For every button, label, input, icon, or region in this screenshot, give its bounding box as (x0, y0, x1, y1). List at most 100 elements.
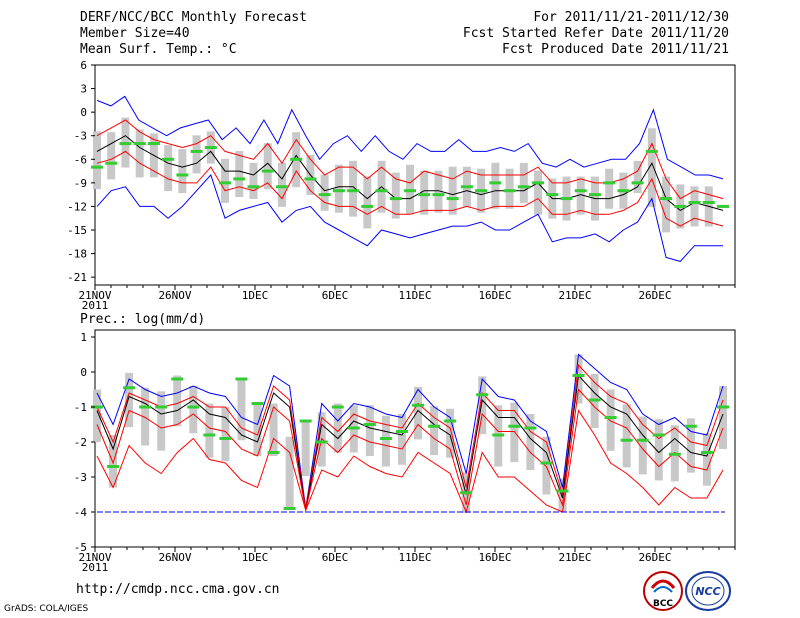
temp-series-max (96, 95, 724, 180)
prec-series-mean (96, 374, 724, 511)
prec-xtick-label: 16DEC (478, 551, 511, 564)
temp-spread-box (420, 170, 429, 215)
temp-spread-box (690, 186, 699, 227)
prec-spread-box (719, 386, 727, 449)
chart-title: DERF/NCC/BCC Monthly Forecast (80, 10, 307, 25)
prec-ytick-label: -4 (74, 506, 88, 519)
temp-spread-box (505, 168, 514, 209)
prec-ytick-label: 0 (80, 366, 87, 379)
temp-panel: 6 3 0 -3 -6 -9 -12 -15 -18 -21 21NOV 26NOV 1DEC 6DEC 1… (67, 59, 736, 312)
temp-spread-box (363, 176, 372, 229)
prec-ytick-label: -5 (74, 541, 87, 554)
temp-spread-box (93, 131, 101, 190)
prec-spread-box (173, 375, 182, 427)
temp-ytick-label: -3 (74, 130, 87, 143)
bcc-logo: BCC (643, 571, 683, 611)
temp-ytick-label: -12 (67, 200, 87, 213)
prec-xtick-label: 21DEC (558, 551, 591, 564)
temp-spread-box (647, 128, 656, 207)
prec-ytick-label: -1 (74, 401, 87, 414)
prec-spread-box (430, 406, 439, 456)
temp-year-label: 2011 (82, 299, 109, 312)
temp-ytick-label: -18 (67, 248, 87, 261)
temp-spread-box (249, 162, 258, 199)
prec-spread-box (397, 414, 406, 465)
temp-spread-box (320, 174, 329, 211)
temp-spread-box (107, 132, 116, 180)
temp-series-upper (96, 119, 724, 200)
prec-series-max (96, 353, 724, 509)
prec-xtick-label: 1DEC (242, 551, 269, 564)
temp-xtick-label: 26DEC (638, 289, 671, 302)
prec-spread-box (381, 415, 390, 467)
source-url[interactable]: http://cmdp.ncc.cma.gov.cn (76, 582, 280, 597)
temp-xtick-label: 11DEC (398, 289, 431, 302)
prec-spread-box (606, 389, 615, 451)
prec-year-label: 2011 (82, 561, 109, 574)
prec-xtick-label: 6DEC (322, 551, 349, 564)
prec-xtick-label: 21NOV (78, 551, 111, 564)
temp-spread-box (605, 168, 614, 209)
temp-spread-box (277, 162, 286, 207)
temp-xtick-label: 26NOV (158, 289, 191, 302)
prec-spread-box (702, 433, 711, 486)
prec-spread-box (542, 436, 551, 495)
temp-spread-box (491, 162, 500, 209)
prec-spread-box (221, 407, 230, 462)
temp-xtick-label: 16DEC (478, 289, 511, 302)
prec-spread-box (526, 414, 535, 470)
temp-ytick-label: 6 (80, 59, 87, 72)
prec-spread-box (686, 418, 695, 473)
temp-spread-box (263, 143, 272, 190)
prec-spread-box (109, 435, 118, 488)
temp-spread-box (448, 166, 457, 215)
prec-spread-box (301, 421, 310, 477)
temp-spread-box (192, 135, 201, 174)
prec-spread-box (446, 408, 455, 458)
prec-spread-box (189, 386, 198, 434)
prec-spread-box (125, 372, 134, 428)
forecast-period: For 2011/11/21-2011/12/30 (533, 10, 729, 25)
temp-spread-box (334, 164, 343, 213)
temp-ytick-label: 0 (80, 106, 87, 119)
header-right: For 2011/11/21-2011/12/30 Fcst Started R… (463, 10, 729, 58)
prec-ytick-label: -2 (74, 436, 87, 449)
temp-spread-box (164, 145, 173, 192)
temp-ytick-label: -6 (74, 153, 87, 166)
prec-spread-box (93, 389, 101, 442)
temp-series-mean (96, 135, 724, 212)
prec-xtick-label: 11DEC (398, 551, 431, 564)
fcst-produced-date: Fcst Produced Date 2011/11/21 (502, 42, 729, 57)
prec-spread-box (333, 403, 342, 453)
grads-credit: GrADS: COLA/IGES (4, 604, 89, 614)
temp-series-lower (96, 150, 724, 227)
prec-spread-box (414, 386, 423, 440)
prec-series-lower (96, 388, 724, 511)
prec-series-min (96, 409, 724, 514)
prec-spread-box (478, 376, 487, 435)
prec-spread-box (141, 387, 150, 446)
temp-xtick-label: 1DEC (242, 289, 269, 302)
temp-spread-box (662, 176, 671, 233)
temp-spread-box (576, 176, 585, 215)
temp-ytick-label: -9 (74, 177, 87, 190)
prec-xtick-label: 26DEC (638, 551, 671, 564)
prec-spread-box (205, 403, 214, 458)
prec-spread-box (285, 436, 294, 509)
fcst-started-date: Fcst Started Refer Date 2011/11/20 (462, 26, 729, 41)
prec-series-upper (96, 363, 724, 509)
temp-ytick-label: 3 (80, 83, 87, 96)
temp-xtick-label: 21DEC (558, 289, 591, 302)
temp-ytick-label: -15 (67, 224, 87, 237)
prec-spread-box (510, 402, 519, 463)
prec-spread-box (622, 404, 631, 468)
ncc-logo-text: NCC (695, 585, 720, 598)
temp-spread-box (633, 160, 642, 194)
prec-spread-box (638, 416, 647, 475)
temp-xtick-label: 6DEC (322, 289, 349, 302)
prec-title: Prec.: log(mm/d) (80, 312, 205, 327)
prec-ytick-label: -3 (74, 471, 87, 484)
temp-xtick-label: 21NOV (78, 289, 111, 302)
